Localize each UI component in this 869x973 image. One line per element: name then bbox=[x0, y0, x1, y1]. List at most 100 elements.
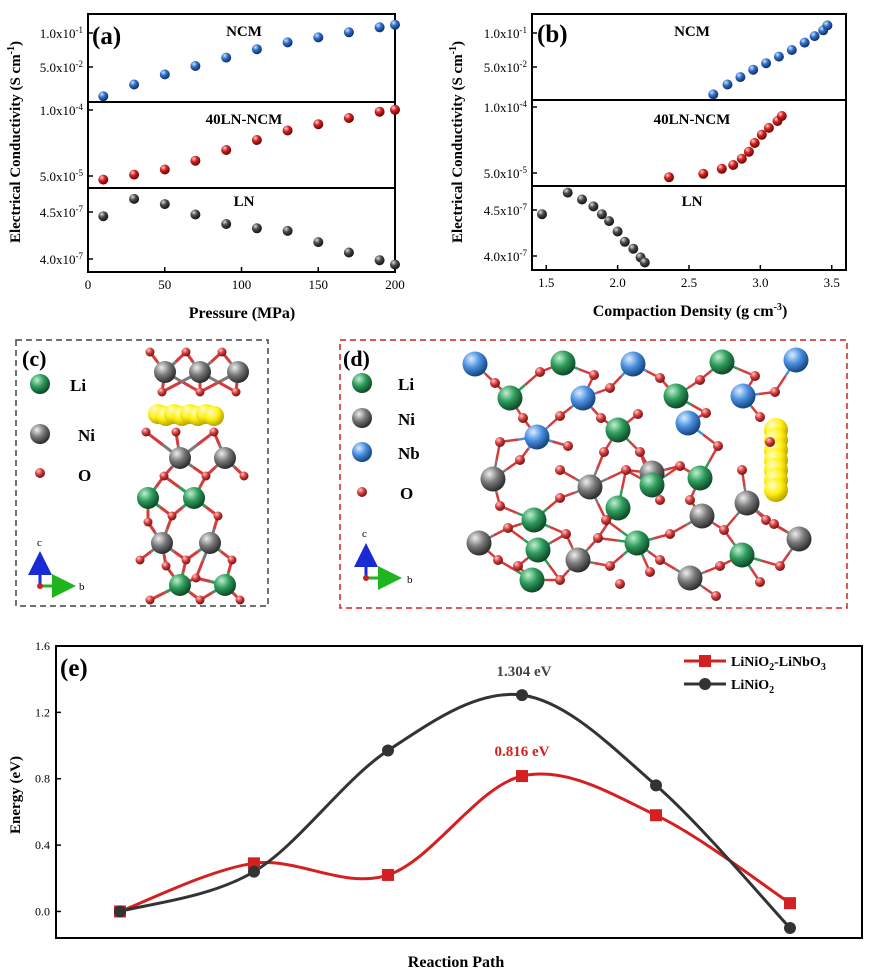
panel-c-legend-ni: Ni bbox=[78, 426, 95, 445]
panel-e-frame bbox=[55, 645, 863, 939]
panel-a-ytick: 1.0x10-1 bbox=[40, 25, 83, 41]
ni-atom bbox=[577, 474, 603, 500]
panel-a-point-ncm bbox=[374, 22, 385, 33]
o-atom bbox=[755, 577, 765, 587]
panel-a-ytick: 1.0x10-4 bbox=[40, 102, 84, 118]
panel-c-axis-icon: c b bbox=[28, 537, 85, 598]
o-atom bbox=[561, 529, 571, 539]
nb-atom bbox=[570, 385, 596, 411]
ni-atom bbox=[214, 447, 236, 469]
panel-a-ytick: 5.0x10-5 bbox=[40, 168, 84, 184]
li-atom bbox=[605, 495, 631, 521]
o-atom bbox=[555, 465, 565, 475]
o-atom bbox=[209, 427, 219, 437]
o-atom bbox=[665, 529, 675, 539]
panel-c-crystal-structure bbox=[135, 347, 249, 605]
panel-a-row-ncm-name: NCM bbox=[226, 24, 262, 40]
ni-atom bbox=[565, 547, 591, 573]
panel-a-ytick: 4.0x10-7 bbox=[40, 251, 84, 267]
ni-atom bbox=[689, 503, 715, 529]
nb-atom bbox=[620, 351, 646, 377]
panel-a-point-40ln-ncm bbox=[129, 169, 140, 180]
nb-atom bbox=[783, 347, 809, 373]
panel-b-point-40ln-ncm bbox=[756, 129, 767, 140]
panel-a-point-ncm bbox=[390, 19, 400, 30]
panel-b-point-ln bbox=[537, 209, 547, 220]
panel-a-point-ncm bbox=[129, 79, 140, 90]
ni-atom bbox=[154, 361, 176, 383]
o-atom bbox=[633, 409, 643, 419]
o-atom bbox=[231, 387, 241, 397]
panel-b-point-ln bbox=[588, 201, 599, 212]
migration-path-atom bbox=[204, 406, 224, 426]
panel-b-label: (b) bbox=[537, 21, 568, 48]
panel-a-point-ln bbox=[221, 219, 232, 229]
o-atom bbox=[711, 591, 721, 601]
li-atom bbox=[687, 465, 713, 491]
panel-a-label: (a) bbox=[92, 23, 121, 50]
o-atom bbox=[227, 555, 237, 565]
panel-a-points bbox=[98, 19, 400, 270]
panel-b-xticks: 1.5 2.0 2.5 3.0 3.5 bbox=[538, 265, 840, 290]
o-atom bbox=[713, 441, 723, 451]
panel-e-yticks: 0.0 0.4 0.8 1.2 1.6 bbox=[35, 639, 61, 918]
o-atom bbox=[135, 555, 145, 565]
panel-a-xtick-label: 50 bbox=[158, 277, 171, 292]
ni-atom bbox=[169, 447, 191, 469]
o-atom bbox=[515, 455, 525, 465]
panel-a-xtick-label: 100 bbox=[232, 277, 252, 292]
panel-d-frame bbox=[339, 339, 848, 609]
o-atom bbox=[157, 387, 167, 397]
legend-circle-marker-icon bbox=[699, 678, 711, 690]
panel-a-point-ncm bbox=[98, 91, 109, 102]
li-atom bbox=[525, 537, 551, 563]
nb-atom bbox=[462, 351, 488, 377]
ni-atom bbox=[199, 532, 221, 554]
panel-b-point-ln bbox=[639, 257, 650, 268]
panel-b-point-ncm bbox=[722, 79, 733, 90]
panel-a-point-ncm bbox=[221, 52, 232, 63]
li-atom bbox=[624, 530, 650, 556]
o-atom bbox=[181, 347, 191, 357]
panel-a-xticks: 0 50 100 150 200 bbox=[85, 267, 405, 292]
panel-a-point-ln bbox=[159, 199, 170, 210]
legend-li-atom-icon bbox=[30, 374, 50, 394]
li-atom bbox=[639, 472, 665, 498]
o-atom bbox=[167, 511, 177, 521]
o-atom bbox=[701, 408, 711, 418]
o-atom bbox=[601, 515, 611, 525]
panel-b-point-40ln-ncm bbox=[776, 111, 787, 121]
o-atom bbox=[145, 347, 155, 357]
panel-b-ytick: 4.5x10-7 bbox=[484, 202, 528, 218]
panel-b: (b) NCM 40LN-NCM LN 1.0x10-1 5.0x10-2 1.… bbox=[448, 13, 847, 320]
panel-a-point-ncm bbox=[159, 69, 170, 80]
legend-ni-atom-icon bbox=[30, 424, 50, 444]
o-atom bbox=[181, 555, 191, 565]
panel-b-points bbox=[537, 20, 833, 268]
o-atom bbox=[555, 575, 565, 585]
panel-b-point-40ln-ncm bbox=[698, 168, 709, 179]
o-atom bbox=[675, 461, 685, 471]
li-atom bbox=[550, 350, 576, 376]
o-atom bbox=[775, 561, 785, 571]
panel-d-crystal-structure bbox=[462, 347, 812, 601]
panel-a-xtick-label: 200 bbox=[385, 277, 405, 292]
panel-a-point-40ln-ncm bbox=[98, 174, 109, 185]
panel-b-point-ln bbox=[562, 187, 573, 198]
o-atom bbox=[655, 373, 665, 383]
panel-b-xtick-label: 3.0 bbox=[752, 275, 768, 290]
panel-b-point-ln bbox=[612, 226, 623, 237]
panel-b-ytick: 5.0x10-5 bbox=[484, 165, 528, 181]
panel-e-point-circle bbox=[650, 779, 662, 792]
panel-b-point-ncm bbox=[773, 51, 784, 62]
o-atom bbox=[513, 561, 523, 571]
panel-e-line-linio2 bbox=[119, 692, 792, 930]
panel-b-point-ln bbox=[619, 236, 630, 247]
o-atom bbox=[217, 347, 227, 357]
panel-a-point-ln bbox=[129, 193, 140, 204]
ni-atom bbox=[151, 532, 173, 554]
o-atom bbox=[143, 517, 153, 527]
o-atom bbox=[493, 555, 503, 565]
o-atom bbox=[737, 465, 747, 475]
panel-b-xtick-label: 2.5 bbox=[681, 275, 697, 290]
